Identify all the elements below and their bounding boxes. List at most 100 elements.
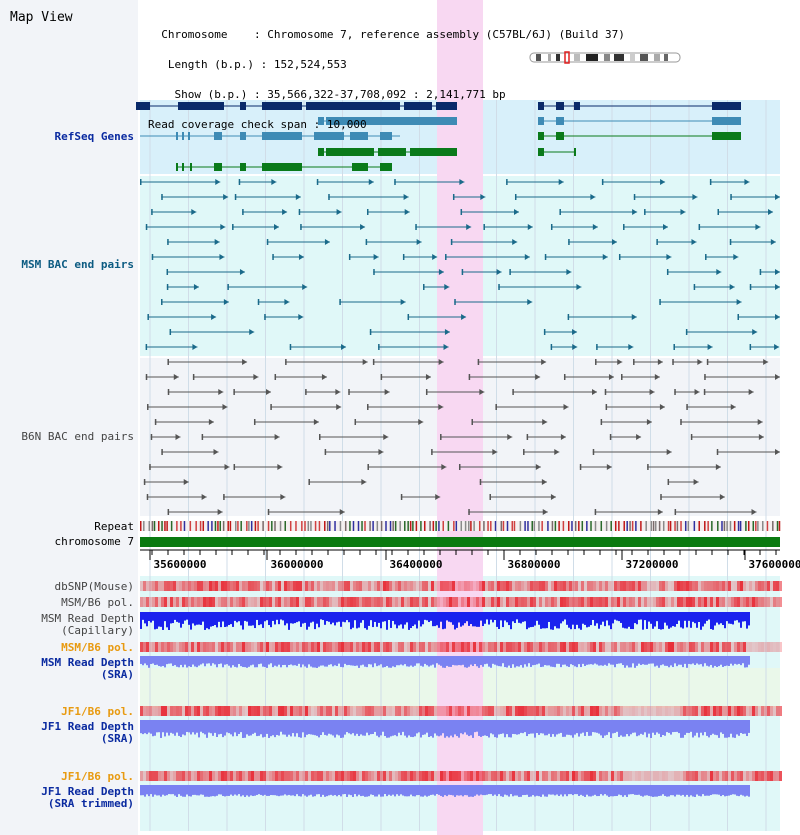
polymorphism-cell bbox=[692, 706, 695, 716]
depth-bar bbox=[368, 612, 370, 626]
length-label: Length (b.p.) bbox=[167, 58, 254, 71]
depth-bar bbox=[512, 785, 514, 797]
repeat-element bbox=[726, 521, 728, 531]
depth-bar bbox=[202, 656, 204, 664]
track-label-chromosome[interactable]: chromosome 7 bbox=[54, 535, 134, 548]
depth-bar bbox=[352, 656, 354, 666]
repeat-track[interactable] bbox=[140, 521, 781, 531]
jf1-depth-sra-track[interactable] bbox=[140, 720, 750, 738]
polymorphism-cell bbox=[665, 706, 668, 716]
depth-bar bbox=[720, 785, 722, 797]
msm-depth-capillary-track[interactable] bbox=[140, 612, 750, 630]
depth-bar bbox=[684, 720, 686, 735]
refseq-gene[interactable] bbox=[140, 132, 400, 140]
track-label-b6n-bac[interactable]: B6N BAC end pairs bbox=[21, 430, 134, 443]
polymorphism-cell bbox=[710, 771, 713, 781]
depth-bar bbox=[746, 612, 748, 629]
depth-bar bbox=[460, 612, 462, 627]
jf1-b6-pol-track-1[interactable] bbox=[140, 706, 782, 716]
polymorphism-cell bbox=[461, 706, 464, 716]
track-label-msm-b6-pol-1[interactable]: MSM/B6 pol. bbox=[61, 596, 134, 609]
bac-end-arrow bbox=[657, 509, 663, 515]
polymorphism-cell bbox=[698, 771, 701, 781]
depth-bar bbox=[496, 612, 498, 627]
repeat-element bbox=[662, 521, 665, 531]
depth-bar bbox=[384, 720, 386, 737]
polymorphism-cell bbox=[485, 642, 488, 652]
polymorphism-cell bbox=[368, 597, 371, 607]
track-label-refseq[interactable]: RefSeq Genes bbox=[54, 130, 134, 143]
gene-exon bbox=[314, 132, 344, 140]
msm-depth-sra-track[interactable] bbox=[140, 656, 750, 668]
polymorphism-cell bbox=[185, 581, 188, 591]
msm-b6-pol-track-1[interactable] bbox=[140, 597, 782, 607]
polymorphism-cell bbox=[176, 581, 179, 591]
chromosome-ideogram[interactable] bbox=[529, 51, 681, 64]
depth-bar bbox=[356, 720, 358, 734]
repeat-element bbox=[295, 521, 297, 531]
refseq-gene[interactable] bbox=[538, 102, 741, 110]
track-label-msm-bac[interactable]: MSM BAC end pairs bbox=[21, 258, 134, 271]
depth-bar bbox=[188, 656, 190, 667]
depth-bar bbox=[654, 720, 656, 735]
polymorphism-cell bbox=[749, 706, 752, 716]
depth-bar bbox=[734, 720, 736, 738]
dbsnp-track[interactable] bbox=[140, 581, 782, 591]
refseq-gene[interactable] bbox=[538, 132, 741, 140]
polymorphism-cell bbox=[581, 581, 584, 591]
depth-bar bbox=[394, 785, 396, 797]
track-label-repeat[interactable]: Repeat bbox=[94, 520, 134, 533]
track-label-msm-depth-sra[interactable]: MSM Read Depth (SRA) bbox=[41, 657, 134, 681]
track-label-jf1-depth-trimmed[interactable]: JF1 Read Depth (SRA trimmed) bbox=[41, 786, 134, 810]
depth-bar bbox=[268, 720, 270, 738]
refseq-gene[interactable] bbox=[136, 102, 457, 110]
track-label-msm-depth-capillary[interactable]: MSM Read Depth (Capillary) bbox=[41, 613, 134, 637]
jf1-b6-pol-track-2[interactable] bbox=[140, 771, 782, 781]
b6n-bac-pairs[interactable] bbox=[143, 359, 780, 515]
track-label-jf1-depth-sra[interactable]: JF1 Read Depth (SRA) bbox=[41, 721, 134, 745]
repeat-element bbox=[776, 521, 779, 531]
polymorphism-cell bbox=[398, 771, 401, 781]
polymorphism-cell bbox=[755, 597, 758, 607]
bac-end-tick bbox=[233, 389, 235, 395]
polymorphism-cell bbox=[149, 706, 152, 716]
polymorphism-cell bbox=[683, 597, 686, 607]
jf1-depth-trimmed-track[interactable] bbox=[140, 785, 750, 797]
depth-bar bbox=[586, 720, 588, 733]
bac-end-tick bbox=[460, 209, 463, 215]
msm-b6-pol-track-2[interactable] bbox=[140, 642, 782, 652]
polymorphism-cell bbox=[155, 642, 158, 652]
depth-bar bbox=[586, 612, 588, 628]
depth-bar bbox=[420, 612, 422, 627]
refseq-gene[interactable] bbox=[538, 148, 576, 156]
polymorphism-cell bbox=[305, 581, 308, 591]
track-label-jf1-b6-pol-2[interactable]: JF1/B6 pol. bbox=[61, 770, 134, 783]
polymorphism-cell bbox=[566, 771, 569, 781]
refseq-gene[interactable] bbox=[318, 148, 457, 156]
depth-bar bbox=[400, 612, 402, 625]
polymorphism-cell bbox=[485, 706, 488, 716]
polymorphism-cell bbox=[224, 597, 227, 607]
track-label-msm-b6-pol-2[interactable]: MSM/B6 pol. bbox=[61, 641, 134, 654]
refseq-gene[interactable] bbox=[176, 163, 392, 171]
repeat-element bbox=[254, 521, 257, 531]
depth-bar bbox=[620, 612, 622, 623]
refseq-gene[interactable] bbox=[538, 117, 741, 125]
track-label-dbsnp[interactable]: dbSNP(Mouse) bbox=[54, 580, 134, 593]
depth-bar bbox=[246, 656, 248, 668]
depth-bar bbox=[604, 785, 606, 795]
depth-bar bbox=[512, 612, 514, 622]
polymorphism-cell bbox=[362, 581, 365, 591]
depth-bar bbox=[542, 720, 544, 734]
polymorphism-cell bbox=[191, 706, 194, 716]
polymorphism-cell bbox=[437, 771, 440, 781]
refseq-gene[interactable] bbox=[318, 117, 457, 125]
polymorphism-cell bbox=[737, 706, 740, 716]
msm-bac-pairs[interactable] bbox=[140, 179, 780, 350]
depth-bar bbox=[658, 656, 660, 668]
bac-end-tick bbox=[201, 434, 204, 440]
repeat-element bbox=[407, 521, 409, 531]
track-label-jf1-b6-pol-1[interactable]: JF1/B6 pol. bbox=[61, 705, 134, 718]
